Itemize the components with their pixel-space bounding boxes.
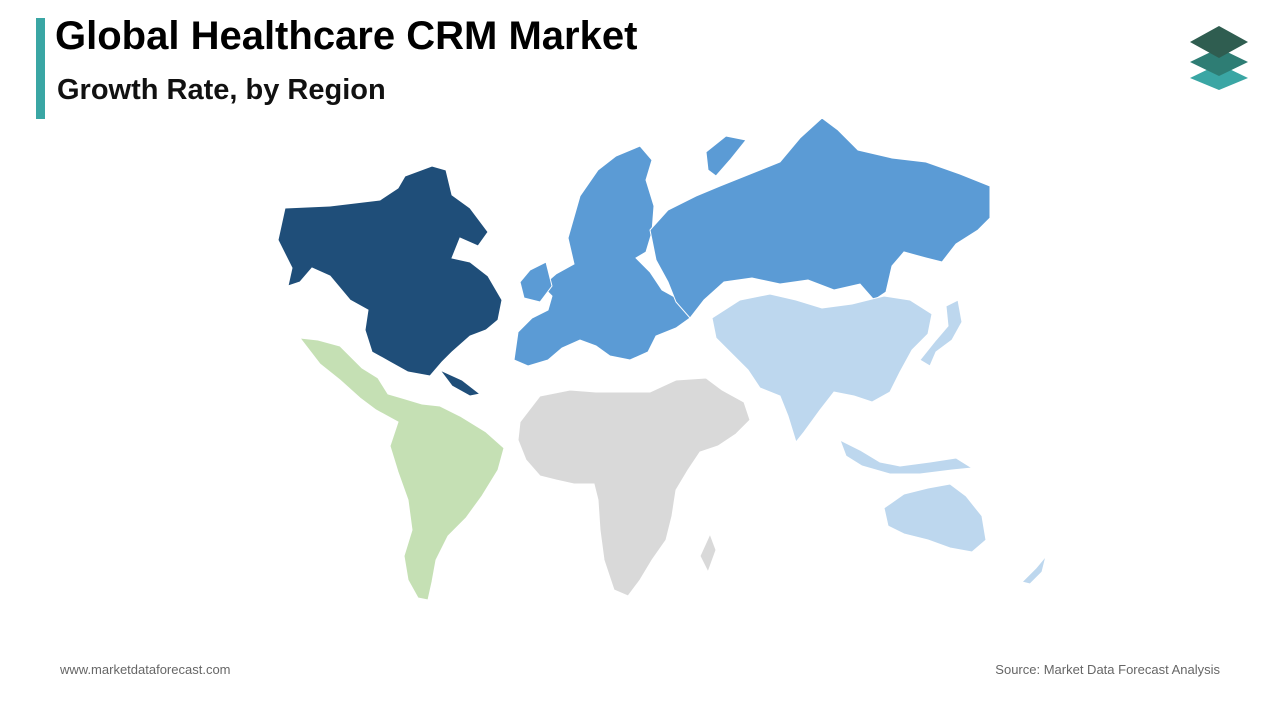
region-europe-east xyxy=(649,117,991,319)
page-title: Global Healthcare CRM Market xyxy=(55,14,638,58)
page-subtitle: Growth Rate, by Region xyxy=(57,74,386,106)
footer-source: Source: Market Data Forecast Analysis xyxy=(995,662,1220,677)
stacked-layers-logo-icon xyxy=(1190,26,1248,90)
footer-website: www.marketdataforecast.com xyxy=(60,662,231,677)
region-middle-east-africa xyxy=(517,377,751,597)
title-accent-bar xyxy=(36,18,45,119)
region-north-america xyxy=(277,165,503,397)
region-latin-america xyxy=(298,337,505,601)
region-europe xyxy=(513,135,747,367)
region-asia-pacific xyxy=(711,293,1047,585)
